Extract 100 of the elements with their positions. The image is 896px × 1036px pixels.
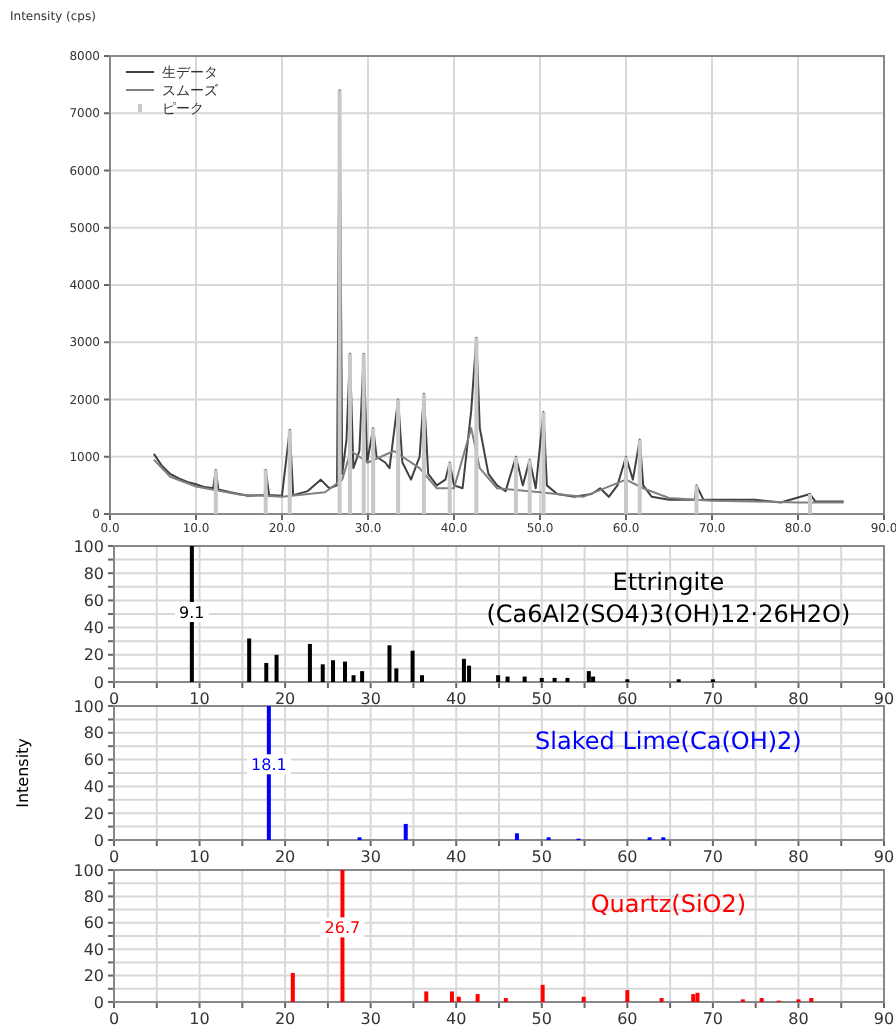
bar: [213, 469, 218, 514]
x-tick-label: 0: [108, 848, 120, 866]
x-tick-label: 50: [531, 848, 552, 866]
bar: [371, 428, 376, 514]
y-tick-label: 60: [83, 592, 104, 610]
bar: [447, 462, 452, 514]
x-tick-label: 80: [788, 848, 809, 866]
x-tick-label: 10: [189, 690, 210, 708]
y-tick-label: 100: [73, 861, 104, 880]
y-tick-label: 40: [83, 778, 104, 796]
x-tick-label: 90: [873, 690, 895, 708]
y-tick-label: 80: [83, 888, 104, 906]
bar: [541, 412, 546, 514]
bar: [808, 493, 813, 514]
x-tick-label: 20: [274, 690, 296, 708]
x-tick-label: 0: [108, 690, 120, 708]
bar: [467, 665, 472, 682]
bar: [247, 638, 252, 682]
bar: [591, 676, 596, 682]
bar: [496, 675, 501, 682]
x-tick-label: 60: [617, 1010, 638, 1028]
bar: [475, 994, 480, 1002]
x-tick-label: 90: [873, 1010, 895, 1028]
bar: [361, 353, 366, 514]
x-tick-label: 40: [446, 1010, 467, 1028]
x-tick-label: 20: [274, 848, 296, 866]
bar: [637, 439, 642, 514]
y-tick-label: 80: [83, 724, 104, 743]
bar: [307, 643, 312, 682]
bar: [403, 823, 408, 840]
y-tick-label: 40: [83, 619, 104, 638]
bar: [474, 337, 479, 514]
annotation: (Ca6Al2(SO4)3(OH)12·26H2O): [486, 599, 851, 628]
bar: [360, 671, 365, 682]
bar: [540, 984, 545, 1002]
x-tick-label: 10: [189, 1010, 210, 1028]
bar: [274, 654, 279, 682]
x-tick-label: 30: [360, 1010, 381, 1028]
y-tick-label: 20: [83, 646, 104, 665]
bar: [410, 650, 415, 682]
x-tick-label: 60: [617, 690, 638, 708]
bar: [396, 399, 401, 514]
bar: [347, 353, 352, 514]
y-tick-label: 20: [83, 967, 104, 986]
bar: [505, 676, 510, 682]
annotation: 26.7: [324, 919, 361, 938]
x-tick-label: 20: [274, 1010, 296, 1028]
annotation: Slaked Lime(Ca(OH)2): [535, 726, 802, 755]
bar: [514, 833, 519, 840]
x-tick-label: 40: [446, 690, 467, 708]
bar: [522, 676, 527, 682]
bar: [343, 661, 347, 682]
bar: [420, 675, 424, 682]
y-tick-label: 20: [83, 804, 104, 823]
x-tick-label: 50: [531, 1010, 552, 1028]
x-tick-label: 70: [702, 690, 724, 708]
x-tick-label: 70: [702, 1010, 724, 1028]
y-tick-label: 60: [83, 914, 104, 933]
bar: [287, 429, 292, 514]
x-tick-label: 30: [360, 848, 381, 866]
x-tick-label: 0: [108, 1010, 120, 1028]
annotation: 18.1: [251, 756, 287, 775]
x-tick-label: 10: [189, 848, 210, 866]
y-tick-label: 100: [73, 537, 104, 556]
bar: [320, 664, 325, 682]
y-tick-label: 0: [93, 831, 104, 850]
y-axis-title: Intensity: [14, 737, 32, 808]
x-tick-label: 60: [617, 848, 638, 866]
y-tick-label: 0: [93, 673, 104, 692]
x-tick-label: 80: [788, 1010, 809, 1028]
x-tick-label: 30: [360, 690, 381, 708]
bar: [337, 90, 342, 514]
x-tick-label: 50: [531, 690, 552, 708]
y-tick-label: 60: [83, 751, 104, 770]
bar: [695, 992, 700, 1002]
x-tick-label: 70: [702, 848, 724, 866]
x-tick-label: 80: [788, 690, 809, 708]
y-tick-label: 40: [83, 940, 104, 959]
bar: [527, 459, 532, 514]
line-series: [152, 427, 845, 504]
bar: [456, 996, 461, 1002]
bar: [263, 469, 268, 514]
bar: [691, 994, 696, 1002]
bar: [290, 972, 295, 1002]
bar: [424, 991, 429, 1002]
bar: [264, 662, 269, 682]
annotation: Quartz(SiO2): [590, 890, 747, 919]
y-tick-label: 80: [83, 564, 104, 583]
bar: [513, 456, 518, 514]
bar: [351, 675, 356, 682]
bar: [461, 658, 466, 682]
y-tick-label: 0: [93, 993, 104, 1012]
annotation: 9.1: [179, 604, 205, 622]
bar: [581, 996, 586, 1002]
y-tick-label: 100: [73, 697, 104, 716]
x-tick-label: 40: [446, 848, 467, 866]
annotation: Ettringite: [612, 567, 725, 596]
bar: [586, 671, 591, 682]
bar: [625, 990, 630, 1002]
bar: [421, 393, 426, 514]
